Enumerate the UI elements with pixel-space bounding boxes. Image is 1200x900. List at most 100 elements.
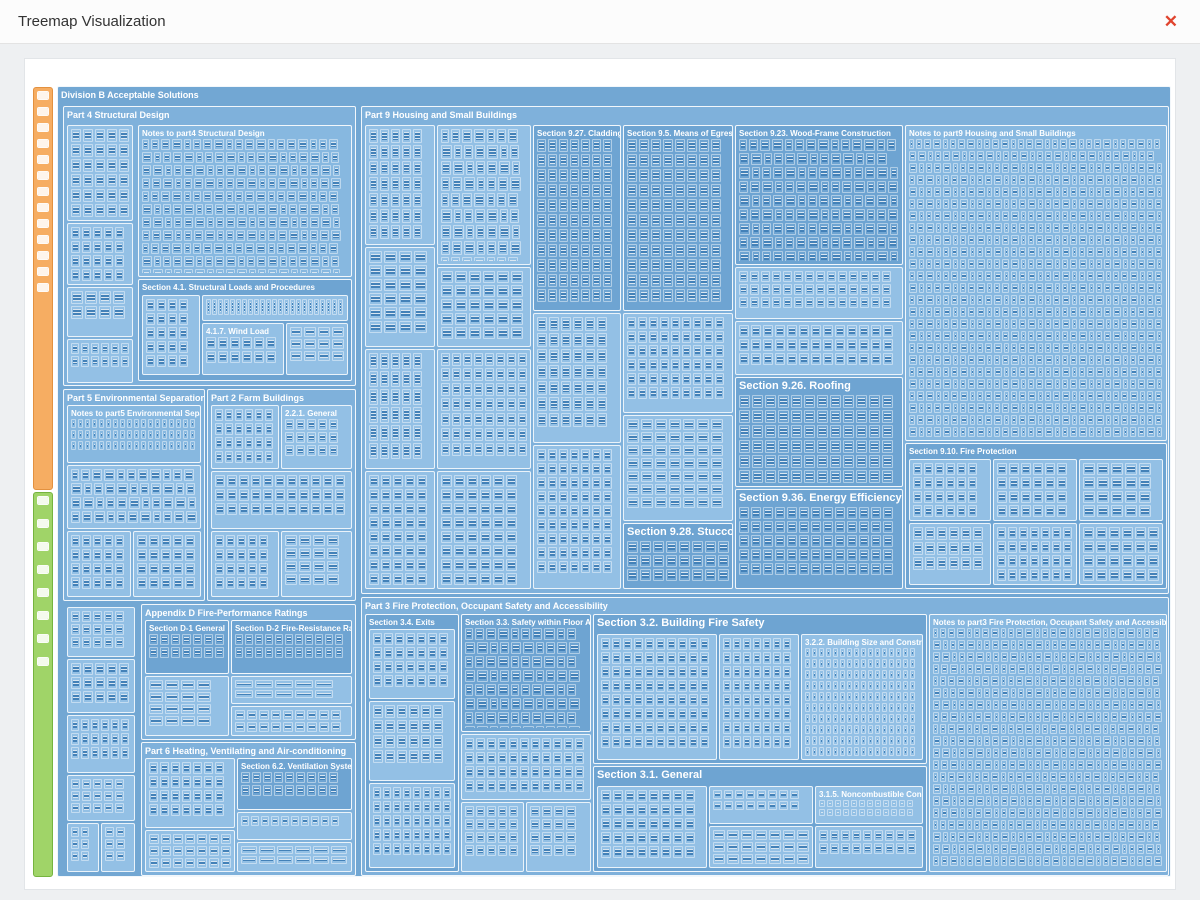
treemap-cell[interactable] [249, 217, 256, 228]
treemap-cell[interactable] [1106, 271, 1111, 281]
treemap-cell[interactable] [487, 209, 498, 223]
treemap-cell[interactable] [82, 791, 91, 801]
treemap-cell[interactable] [477, 241, 485, 255]
treemap-cell[interactable] [184, 469, 194, 481]
treemap-cell[interactable] [454, 503, 465, 515]
treemap-cell[interactable] [369, 443, 378, 459]
treemap-cell[interactable] [1045, 367, 1051, 377]
treemap-cell[interactable] [977, 355, 985, 365]
treemap-cell[interactable] [1072, 223, 1077, 233]
treemap-cell[interactable] [573, 381, 583, 395]
treemap-cell[interactable] [713, 830, 725, 840]
treemap-cell[interactable] [1011, 688, 1016, 698]
treemap-cell[interactable] [369, 251, 382, 263]
treemap-cell[interactable] [313, 561, 325, 572]
treemap-cell[interactable] [214, 243, 224, 254]
treemap-cell[interactable] [984, 808, 992, 818]
treemap-cell[interactable] [592, 519, 601, 531]
treemap-cell[interactable] [441, 503, 452, 515]
treemap-cell[interactable] [1079, 832, 1084, 842]
treemap-cell[interactable] [369, 559, 379, 571]
treemap-cell[interactable] [994, 403, 1000, 413]
treemap-cell[interactable] [675, 244, 685, 257]
treemap-cell[interactable] [773, 722, 781, 734]
treemap-cell[interactable] [889, 725, 894, 734]
treemap-cell[interactable] [1062, 856, 1067, 866]
treemap-cell[interactable] [746, 790, 755, 799]
treemap-cell[interactable] [943, 199, 949, 209]
treemap-cell[interactable] [1089, 355, 1094, 365]
treemap-cell[interactable] [149, 634, 158, 645]
treemap-cell[interactable] [509, 766, 518, 778]
treemap-cell[interactable] [699, 184, 709, 197]
treemap-cell[interactable] [332, 351, 344, 361]
treemap-cell[interactable] [174, 269, 182, 273]
treemap-cell[interactable] [1157, 355, 1162, 365]
treemap-cell[interactable] [996, 151, 1001, 161]
treemap-cell[interactable] [1026, 688, 1033, 698]
treemap-cell[interactable] [507, 428, 516, 441]
treemap-cell[interactable] [146, 341, 155, 353]
treemap-cell[interactable] [116, 839, 125, 849]
treemap-cell[interactable] [369, 573, 379, 585]
treemap-cell[interactable] [982, 820, 989, 830]
treemap-cell[interactable] [1001, 772, 1006, 782]
treemap-cell[interactable] [1018, 856, 1026, 866]
treemap-cell[interactable] [299, 489, 309, 501]
treemap-cell[interactable] [71, 803, 80, 813]
treemap-cell[interactable] [184, 204, 194, 215]
treemap-cell[interactable] [994, 163, 1000, 173]
treemap-cell[interactable] [743, 708, 751, 720]
treemap-cell[interactable] [627, 458, 639, 469]
treemap-cell[interactable] [521, 628, 530, 640]
treemap-cell[interactable] [553, 738, 562, 750]
treemap-cell[interactable] [739, 284, 748, 295]
treemap-cell[interactable] [71, 129, 81, 142]
treemap-cell[interactable] [1036, 331, 1043, 341]
treemap-cell[interactable] [469, 313, 481, 325]
treemap-cell[interactable] [1045, 223, 1051, 233]
treemap-cell[interactable] [639, 154, 649, 167]
treemap-cell[interactable] [128, 511, 138, 523]
treemap-cell[interactable] [896, 648, 901, 657]
treemap-cell[interactable] [1027, 796, 1033, 806]
treemap-cell[interactable] [487, 832, 496, 843]
treemap-cell[interactable] [943, 343, 949, 353]
treemap-cell[interactable] [185, 535, 195, 547]
treemap-cell[interactable] [498, 819, 507, 830]
treemap-cell[interactable] [994, 379, 1000, 389]
treemap-cell[interactable] [477, 642, 488, 654]
treemap-cell[interactable] [548, 449, 557, 461]
treemap-cell[interactable] [115, 563, 124, 575]
treemap-cell[interactable] [1052, 569, 1061, 581]
treemap-cell[interactable] [1152, 772, 1159, 782]
treemap-cell[interactable] [393, 531, 403, 543]
treemap-cell[interactable] [373, 633, 382, 645]
treemap-cell[interactable] [867, 809, 873, 816]
treemap-cell[interactable] [521, 656, 530, 668]
treemap-cell[interactable] [327, 561, 339, 572]
treemap-cell[interactable] [693, 345, 702, 357]
treemap-cell[interactable] [875, 681, 880, 690]
treemap-cell[interactable] [215, 152, 224, 163]
treemap-cell[interactable] [575, 766, 584, 778]
treemap-cell[interactable] [819, 195, 829, 207]
treemap-cell[interactable] [559, 259, 568, 272]
treemap-cell[interactable] [960, 283, 966, 293]
treemap-cell[interactable] [171, 762, 180, 774]
treemap-cell[interactable] [950, 139, 956, 149]
treemap-cell[interactable] [933, 664, 939, 674]
treemap-cell[interactable] [497, 193, 506, 207]
treemap-cell[interactable] [149, 716, 163, 726]
treemap-cell[interactable] [329, 243, 338, 254]
treemap-cell[interactable] [318, 432, 327, 443]
treemap-cell[interactable] [627, 432, 639, 443]
treemap-cell[interactable] [946, 463, 955, 475]
treemap-cell[interactable] [649, 832, 659, 844]
treemap-cell[interactable] [216, 165, 224, 176]
treemap-cell[interactable] [790, 801, 799, 810]
treemap-cell[interactable] [570, 505, 579, 517]
treemap-cell[interactable] [295, 680, 313, 688]
treemap-cell[interactable] [467, 503, 478, 515]
treemap-cell[interactable] [1113, 151, 1120, 161]
